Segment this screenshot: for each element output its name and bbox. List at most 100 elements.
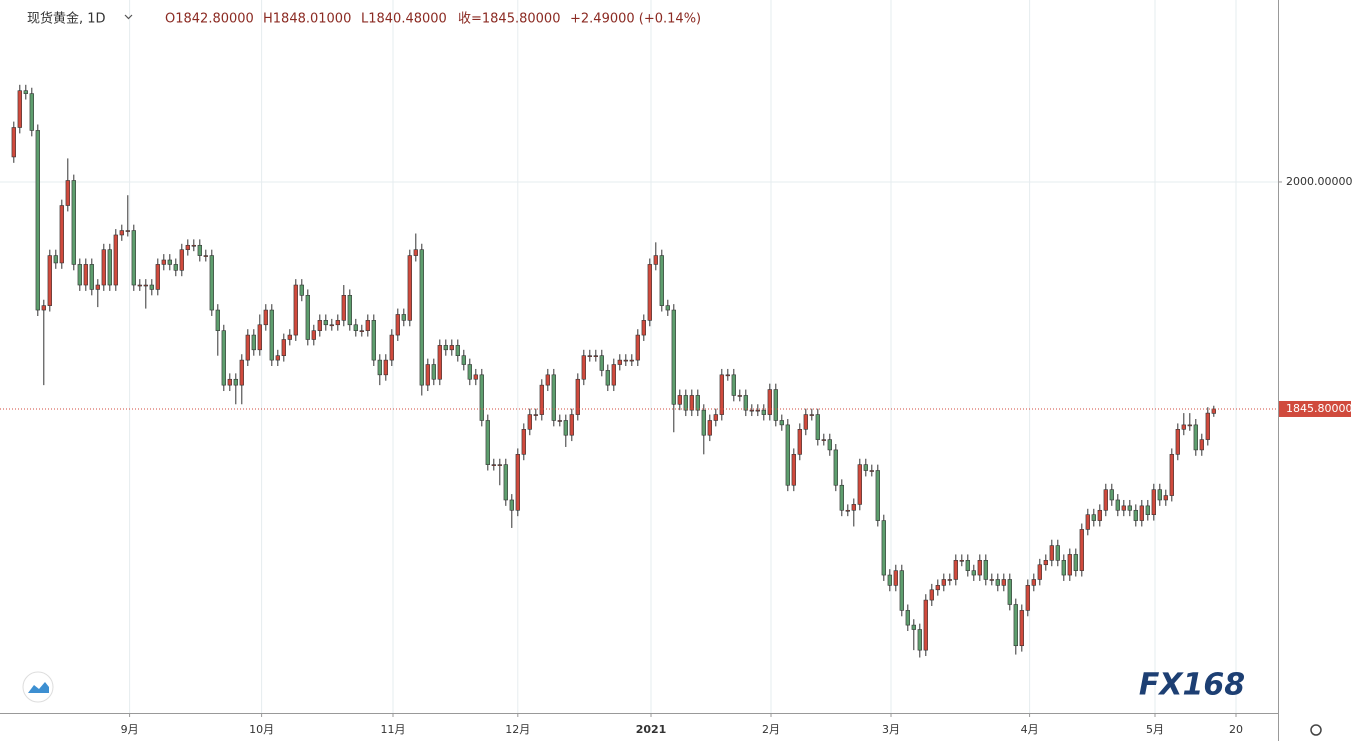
- x-tick-label: 10月: [249, 723, 274, 736]
- candle-body: [233, 378, 238, 386]
- last-price-box: [1279, 400, 1351, 417]
- candle-body: [575, 378, 580, 415]
- candle-body: [1049, 545, 1054, 561]
- candle-body: [329, 324, 334, 327]
- candle-body: [989, 579, 994, 581]
- settings-icon[interactable]: [1310, 724, 1322, 736]
- candle-body: [653, 255, 658, 265]
- candle-body: [749, 409, 754, 412]
- candle-body: [257, 324, 262, 351]
- candle-body: [1019, 610, 1024, 647]
- candle-body: [125, 230, 130, 232]
- candle-body: [953, 560, 958, 580]
- candle-body: [527, 414, 532, 430]
- candle-body: [47, 255, 52, 306]
- candle-body: [389, 334, 394, 361]
- candle-body: [197, 244, 202, 256]
- candle-body: [905, 610, 910, 626]
- candle-body: [569, 414, 574, 436]
- x-tick-label: 12月: [505, 723, 530, 736]
- candle-body: [1115, 499, 1120, 511]
- candle-body: [563, 420, 568, 436]
- candle-body: [887, 574, 892, 586]
- x-tick-label: 11月: [381, 723, 406, 736]
- candle-body: [455, 345, 460, 356]
- candle-body: [305, 295, 310, 340]
- candle-body: [965, 560, 970, 571]
- x-tick-label: 20: [1229, 723, 1243, 736]
- candle-body: [59, 205, 64, 264]
- candle-body: [167, 259, 172, 265]
- candle-body: [899, 570, 904, 611]
- candle-body: [341, 295, 346, 321]
- candle-body: [779, 420, 784, 426]
- candle-body: [263, 309, 268, 326]
- candle-body: [1211, 408, 1216, 414]
- candle-body: [629, 359, 634, 362]
- candle-body: [281, 339, 286, 356]
- candle-body: [1145, 505, 1150, 515]
- candle-body: [431, 364, 436, 380]
- candle-body: [959, 560, 964, 562]
- candle-body: [659, 255, 664, 306]
- candle-body: [803, 414, 808, 430]
- candle-body: [215, 309, 220, 331]
- candle-body: [461, 355, 466, 365]
- candle-body: [479, 374, 484, 421]
- candle-body: [935, 585, 940, 591]
- candle-body: [707, 420, 712, 436]
- candle-body: [689, 395, 694, 411]
- candle-body: [539, 384, 544, 415]
- candle-body: [821, 439, 826, 441]
- candle-body: [893, 570, 898, 586]
- candle-body: [557, 420, 562, 422]
- candle-body: [1109, 489, 1114, 501]
- change-label: +2.49000 (+0.14%): [570, 12, 701, 27]
- last-price-label: 1845.80000: [1286, 402, 1352, 415]
- x-tick-label: 5月: [1146, 723, 1164, 736]
- candle-body: [491, 464, 496, 466]
- symbol-dropdown[interactable]: [124, 14, 133, 20]
- candle-body: [383, 359, 388, 376]
- candle-body: [437, 345, 442, 380]
- candle-body: [323, 320, 328, 326]
- candle-body: [107, 249, 112, 286]
- candle-body: [353, 324, 358, 331]
- logo-shape[interactable]: [28, 682, 49, 693]
- candle-body: [185, 244, 190, 250]
- candle-body: [485, 420, 490, 465]
- candle-body: [161, 259, 166, 265]
- candle-body: [83, 264, 88, 286]
- candle-body: [611, 364, 616, 386]
- candle-body: [77, 264, 82, 286]
- tv-logo[interactable]: [22, 671, 54, 703]
- candle-body: [65, 180, 70, 206]
- candle-body: [467, 364, 472, 380]
- candle-body: [1079, 529, 1084, 571]
- candle-body: [497, 464, 502, 466]
- candle-body: [593, 355, 598, 357]
- settings-gear[interactable]: [1310, 724, 1322, 736]
- candle-body: [401, 314, 406, 321]
- candle-body: [395, 314, 400, 336]
- candle-body: [173, 264, 178, 271]
- candle-body: [275, 355, 280, 361]
- candle-body: [1061, 560, 1066, 576]
- candle-body: [1001, 579, 1006, 586]
- candle-body: [773, 389, 778, 421]
- candle-body: [209, 255, 214, 311]
- candle-body: [941, 579, 946, 586]
- watermark: FX168: [1139, 668, 1245, 703]
- symbol-label: 现货黄金, 1D: [27, 11, 106, 27]
- candle-body: [155, 264, 160, 290]
- candle-body: [11, 127, 16, 158]
- candle-body: [1025, 585, 1030, 611]
- candle-body: [35, 130, 40, 311]
- logo-circle[interactable]: [22, 671, 54, 703]
- candle-body: [509, 499, 514, 511]
- candle-body: [1067, 554, 1072, 576]
- candle-body: [785, 424, 790, 486]
- x-tick-label: 3月: [882, 723, 900, 736]
- candle-body: [137, 284, 142, 287]
- candle-body: [29, 93, 34, 131]
